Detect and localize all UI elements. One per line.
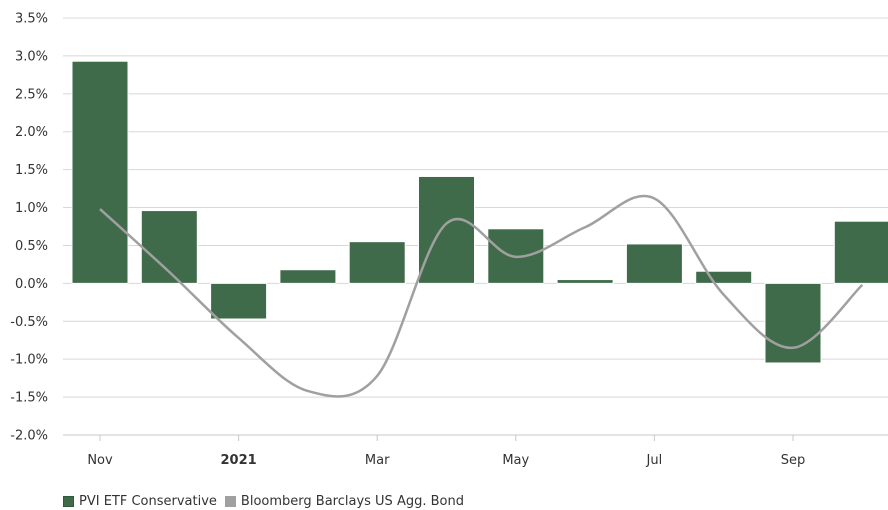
bar — [625, 243, 683, 284]
x-tick-label: Jul — [646, 453, 663, 468]
bar — [418, 175, 475, 284]
line-series-path — [99, 194, 864, 398]
x-tick-label: Nov — [87, 453, 113, 468]
y-tick-label: 2.5% — [15, 87, 48, 102]
y-tick-label: -1.5% — [10, 391, 48, 406]
legend-label-pvi: PVI ETF Conservative — [79, 494, 217, 509]
x-tick-label: Sep — [781, 453, 806, 468]
y-tick-label: 1.0% — [15, 201, 48, 216]
line-series — [99, 194, 864, 398]
bar — [556, 279, 614, 284]
y-tick-label: -2.0% — [10, 429, 48, 444]
y-tick-label: 0.5% — [15, 239, 48, 254]
y-tick-label: -1.0% — [10, 353, 48, 368]
legend-swatch-pvi — [63, 496, 74, 507]
legend-label-bloomberg: Bloomberg Barclays US Agg. Bond — [240, 494, 464, 509]
bar — [71, 60, 129, 284]
bar — [833, 220, 888, 284]
bar — [695, 270, 753, 284]
bar — [764, 282, 822, 364]
y-tick-label: 0.0% — [15, 277, 48, 292]
bar-series — [71, 60, 888, 364]
x-tick-label: 2021 — [221, 453, 257, 468]
y-tick-label: 2.0% — [15, 125, 48, 140]
bar — [348, 241, 406, 284]
y-tick-label: -0.5% — [10, 315, 48, 330]
legend-swatch-bloomberg — [224, 496, 236, 507]
x-tick-label: May — [502, 453, 529, 468]
bar — [210, 282, 268, 320]
legend-item-bloomberg[interactable]: Bloomberg Barclays US Agg. Bond — [224, 494, 464, 509]
legend: PVI ETF Conservative Bloomberg Barclays … — [63, 494, 472, 509]
x-axis: Nov 2021 Mar May Jul Sep — [63, 434, 888, 468]
legend-item-pvi[interactable]: PVI ETF Conservative — [63, 494, 217, 509]
y-tick-label: 1.5% — [15, 163, 48, 178]
y-tick-label: 3.5% — [15, 12, 48, 27]
y-axis-ticks: 3.5% 3.0% 2.5% 2.0% 1.5% 1.0% 0.5% 0.0% -0.5% -1.… — [10, 12, 48, 444]
y-tick-label: 3.0% — [15, 49, 48, 64]
x-tick-label: Mar — [365, 453, 390, 468]
bar — [279, 269, 337, 284]
